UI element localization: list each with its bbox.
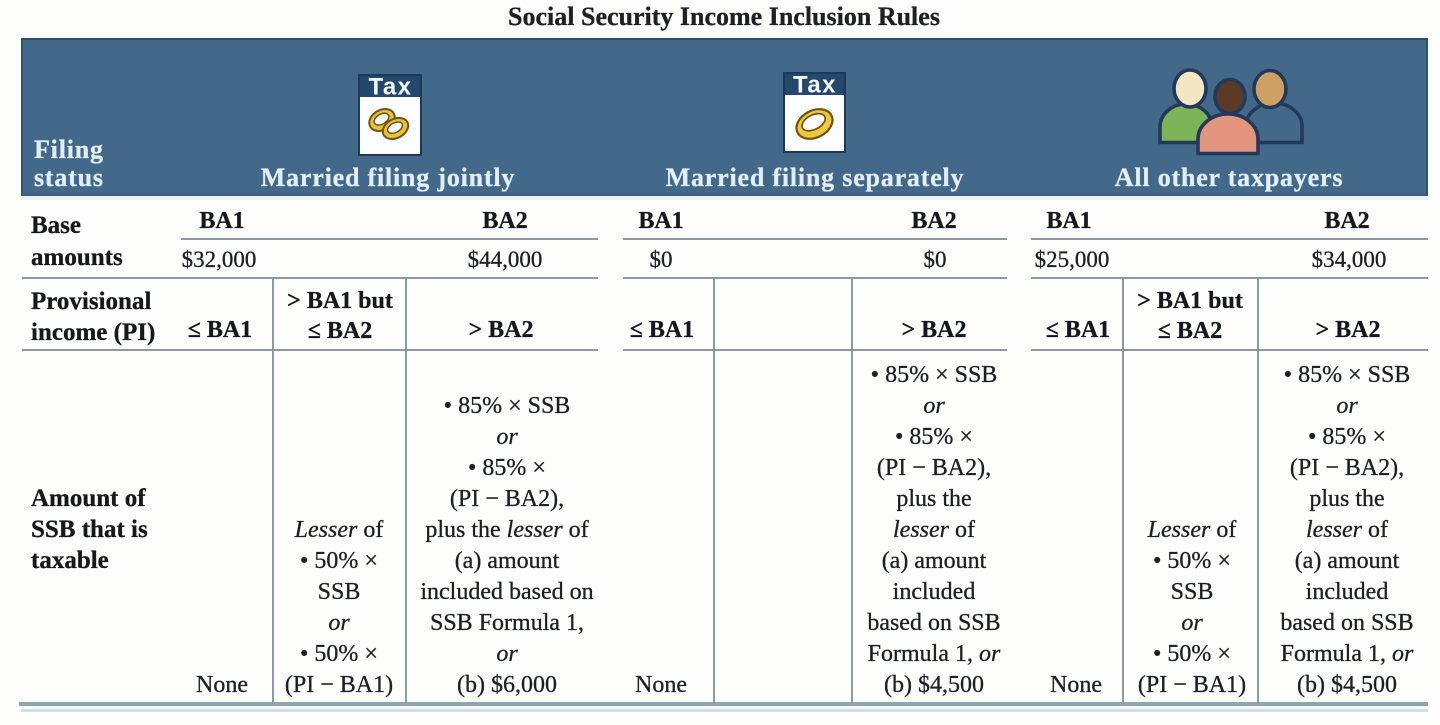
svg-text:Tax: Tax xyxy=(793,72,837,99)
svg-text:Tax: Tax xyxy=(368,74,412,101)
